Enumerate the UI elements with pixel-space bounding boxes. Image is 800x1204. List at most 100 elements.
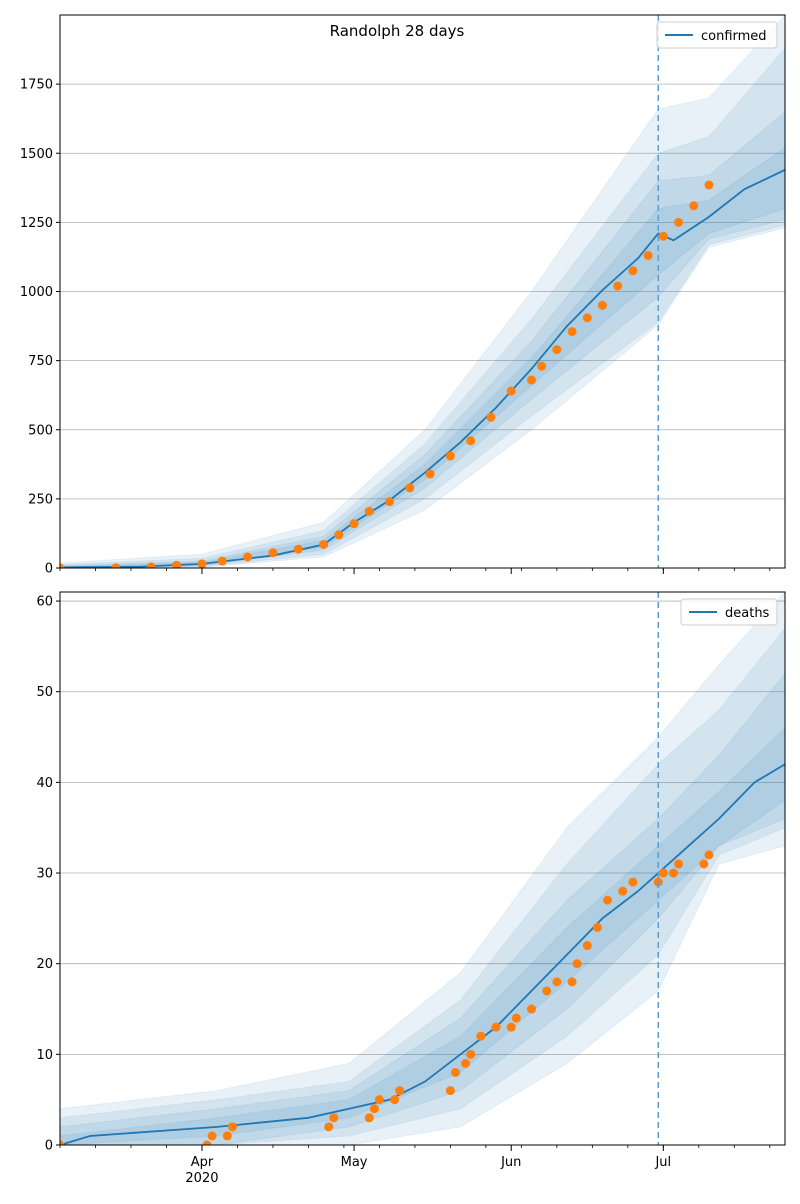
y-tick-label: 50 (36, 685, 53, 700)
observed-point (369, 1104, 379, 1114)
observed-point (527, 1004, 537, 1014)
y-tick-label: 750 (28, 354, 53, 369)
plot-area (60, 15, 785, 568)
observed-point (324, 1122, 334, 1132)
observed-point (567, 977, 577, 987)
observed-point (450, 1067, 460, 1077)
x-tick-label: Jun (500, 1155, 521, 1170)
legend-label: confirmed (701, 29, 767, 44)
observed-point (658, 231, 668, 241)
observed-point (486, 412, 496, 422)
legend: deaths (680, 598, 778, 626)
x-tick-label: Jul (654, 1155, 671, 1170)
observed-point (334, 530, 344, 540)
observed-point (243, 552, 253, 562)
y-tick-label: 0 (45, 562, 53, 577)
observed-point (60, 563, 65, 568)
x-tick-label: May (341, 1155, 368, 1170)
observed-point (466, 1049, 476, 1059)
observed-point (628, 266, 638, 276)
band-outer-area (60, 627, 785, 1145)
band-extreme-area (60, 592, 785, 1145)
chart-title: Randolph 28 days (330, 22, 465, 40)
observed-point (293, 544, 303, 554)
observed-point (674, 217, 684, 227)
observed-point (704, 180, 714, 190)
observed-point (552, 345, 562, 355)
legend: confirmed (656, 21, 778, 49)
observed-point (572, 959, 582, 969)
x-tick-year-label: 2020 (185, 1171, 218, 1186)
observed-point (582, 941, 592, 951)
y-tick-label: 250 (28, 492, 53, 507)
observed-point (268, 548, 278, 558)
observed-point (582, 313, 592, 323)
observed-point (364, 1113, 374, 1123)
observed-point (613, 281, 623, 291)
observed-point (527, 375, 537, 385)
model-line (60, 763, 785, 1145)
observed-point (597, 300, 607, 310)
band-inner-area (60, 727, 785, 1145)
observed-point (674, 859, 684, 869)
confirmed-panel: 0 250 500 750 1000 1250 1500 1750 confirmed (20, 14, 786, 577)
observed-point (466, 436, 476, 446)
observed-point (385, 497, 395, 507)
observed-point (699, 859, 709, 869)
y-tick-label: 0 (45, 1139, 53, 1154)
observed-point (227, 1122, 237, 1132)
legend-label: deaths (725, 606, 770, 621)
y-tick-label: 10 (36, 1048, 53, 1063)
observed-point (552, 977, 562, 987)
observed-point (364, 506, 374, 516)
observed-point (491, 1022, 501, 1032)
y-tick-label: 1500 (20, 147, 53, 162)
band-outer-area (60, 47, 785, 568)
observed-point (658, 868, 668, 878)
observed-point (689, 201, 699, 211)
band-mid-area (60, 111, 785, 568)
observed-point (618, 886, 628, 896)
observed-point (172, 560, 182, 568)
observed-point (668, 868, 678, 878)
x-tick-label: Apr (191, 1155, 214, 1170)
legend-box (656, 21, 778, 49)
observed-point (111, 563, 121, 568)
observed-point (537, 361, 547, 371)
observed-point (60, 1140, 65, 1145)
observed-point (628, 877, 638, 887)
observed-point (461, 1058, 471, 1068)
observed-point (395, 1086, 405, 1096)
observed-point (445, 1086, 455, 1096)
y-tick-label: 1000 (20, 285, 53, 300)
observed-point (329, 1113, 339, 1123)
observed-point (222, 1131, 232, 1141)
observed-point (197, 559, 207, 568)
observed-point (146, 562, 156, 568)
y-tick-label: 1250 (20, 216, 53, 231)
observed-point (425, 469, 435, 479)
observed-point (217, 556, 227, 566)
y-tick-label: 60 (36, 595, 53, 610)
observed-point (506, 1022, 516, 1032)
legend-box (680, 598, 778, 626)
observed-point (643, 251, 653, 261)
observed-point (476, 1031, 486, 1041)
y-tick-label: 1750 (20, 78, 53, 93)
observed-point (542, 986, 552, 996)
observed-point (319, 539, 329, 549)
observed-point (506, 386, 516, 396)
observed-point (704, 850, 714, 860)
y-tick-label: 40 (36, 776, 53, 791)
y-tick-label: 30 (36, 867, 53, 882)
band-extreme-area (60, 15, 785, 568)
observed-point (207, 1131, 217, 1141)
observed-point (445, 451, 455, 461)
observed-point (567, 327, 577, 337)
y-tick-label: 20 (36, 957, 53, 972)
axes-frame (59, 591, 786, 1146)
observed-point (374, 1095, 384, 1105)
